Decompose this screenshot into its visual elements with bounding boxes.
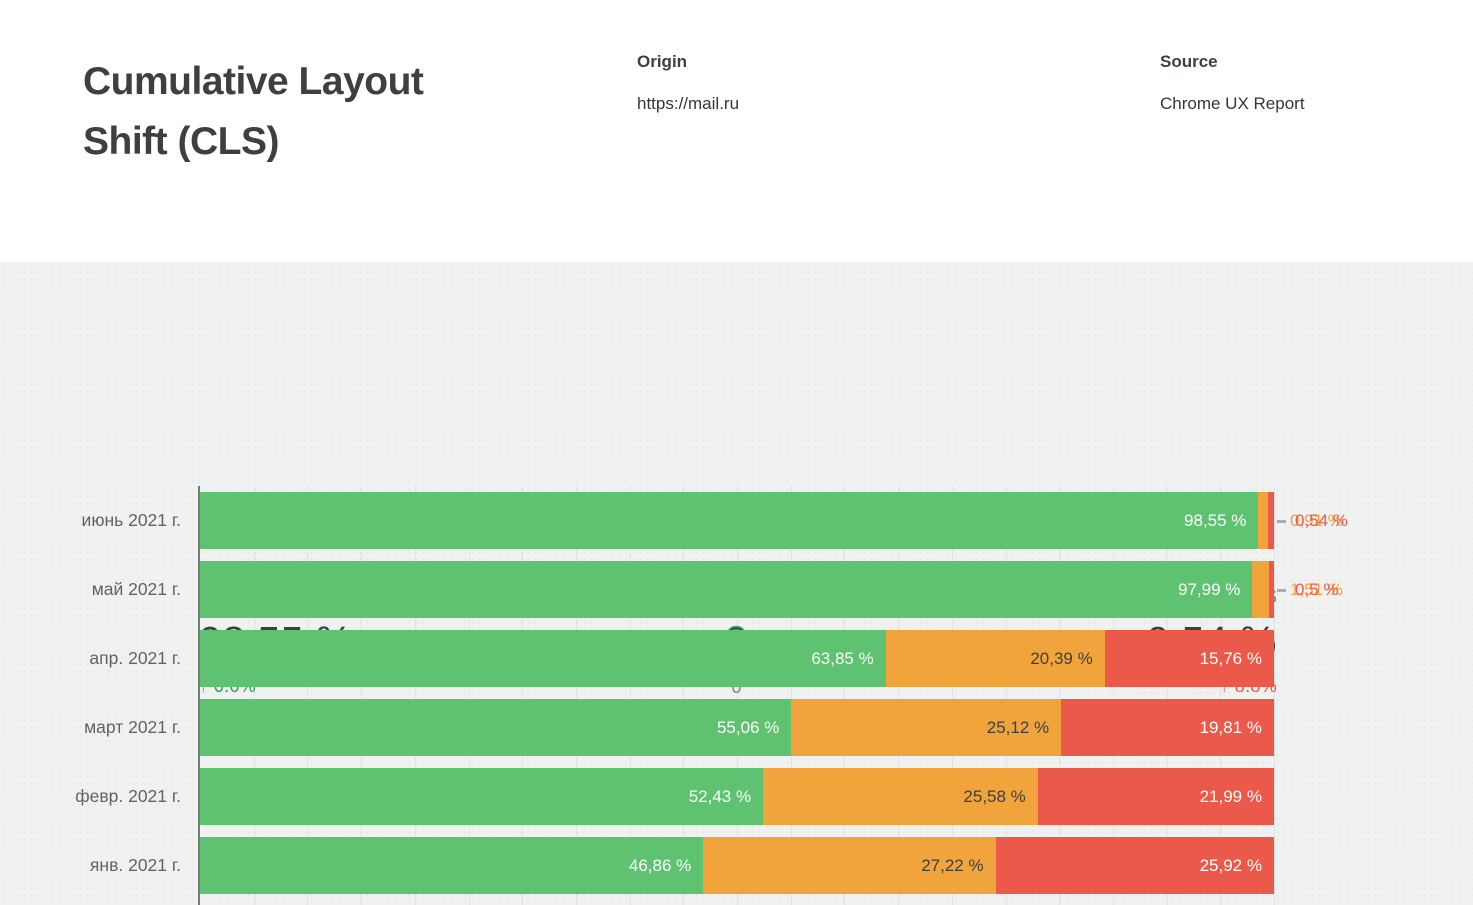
label-connector-dash [1277,589,1286,592]
bar-segment-poor[interactable]: 25,92 % [995,837,1274,894]
cls-bar-chart: июнь 2021 г. 98,55 % 0,91 % 0,54 % май 2021 … [0,486,1473,905]
bar-value-label: 20,39 % [1030,649,1093,668]
gridline [1005,486,1007,905]
label-connector-dash [1277,520,1286,523]
gridline [1059,486,1061,905]
bar-segment-good[interactable]: 52,43 % [200,768,764,825]
p75-cls-secondary-value: 0 [731,677,742,697]
bar-segment-needs-improvement[interactable]: 25,58 % [763,768,1038,825]
page-title-line2: Shift (CLS) [83,120,279,163]
bar-segment-poor[interactable]: 21,99 % [1037,768,1274,825]
bar-value-label: 98,55 % [1184,511,1247,530]
bar-segment-needs-improvement[interactable]: 25,12 % [791,699,1062,756]
gridline [1166,486,1168,905]
bar-value-label: 19,81 % [1199,718,1262,737]
bar-segment-needs-improvement[interactable]: 20,39 % [885,630,1105,687]
stacked-bar-row: 55,06 % 25,12 % 19,81 % [200,699,1274,756]
bar-value-label: 97,99 % [1178,580,1241,599]
bar-segment-needs-improvement[interactable]: 27,22 % [703,837,996,894]
gridline [575,486,577,905]
stacked-bar-row: 46,86 % 27,22 % 25,92 % [200,837,1274,894]
gridline [361,486,363,905]
bar-value-label: 21,99 % [1199,787,1262,806]
gridline [1274,486,1275,905]
stacked-bar-row: 63,85 % 20,39 % 15,76 % [200,630,1274,687]
bar-value-label: 25,12 % [986,718,1050,737]
report-header: Cumulative Layout Shift (CLS) Origin htt… [0,0,1473,262]
category-label: май 2021 г. [91,579,181,599]
gridline [898,486,900,905]
outside-value-label-needs-improvement: 0,91 % [1290,511,1343,530]
outside-value-label-poor: 0,54 % [1295,511,1348,530]
category-label: июнь 2021 г. [81,510,181,530]
bar-value-label: 46,86 % [628,856,692,875]
gridline [951,486,953,905]
category-label: янв. 2021 г. [89,855,181,875]
gridline [790,486,792,905]
page-title-line1: Cumulative Layout [83,60,424,103]
source-value: Chrome UX Report [1160,94,1305,113]
bar-segment-needs-improvement[interactable] [1258,492,1269,549]
bar-value-label: 25,92 % [1199,856,1262,875]
stacked-bar-row: 52,43 % 25,58 % 21,99 % [200,768,1274,825]
outside-value-label-needs-improvement: 1,51 % [1290,580,1343,599]
gridline [844,486,846,905]
bar-segment-poor[interactable] [1268,561,1274,618]
source-block: Source Chrome UX Report [1160,52,1305,114]
gridline [253,486,255,905]
bar-value-label: 25,58 % [963,787,1026,806]
y-axis-line [198,486,200,905]
stacked-bar-row: 98,55 % [200,492,1274,549]
gridline [522,486,524,905]
origin-value[interactable]: https://mail.ru [637,94,740,113]
bar-value-label: 15,76 % [1199,649,1262,668]
category-label: март 2021 г. [84,717,181,737]
bar-segment-poor[interactable] [1268,492,1274,549]
gridline [307,486,309,905]
stacked-bar-row: 97,99 % [200,561,1274,618]
outside-value-label-poor: 0,5 % [1295,580,1339,599]
bar-value-label: 55,06 % [716,718,780,737]
bar-segment-good[interactable]: 46,86 % [200,837,704,894]
page-title: Cumulative Layout Shift (CLS) [83,52,424,172]
category-label: февр. 2021 г. [75,786,181,806]
bar-segment-poor[interactable]: 19,81 % [1061,699,1274,756]
gridline [629,486,631,905]
gridline [468,486,470,905]
gridline [683,486,685,905]
bar-segment-poor[interactable]: 15,76 % [1104,630,1274,687]
bar-segment-good[interactable]: 97,99 % [200,561,1253,618]
bar-value-label: 63,85 % [811,649,874,668]
bar-segment-needs-improvement[interactable] [1252,561,1269,618]
bar-segment-good[interactable]: 98,55 % [200,492,1259,549]
bar-value-label: 52,43 % [688,787,752,806]
bar-value-label: 27,22 % [921,856,984,875]
gridline [1220,486,1222,905]
source-label: Source [1160,52,1218,71]
gridline [737,486,738,905]
bar-segment-good[interactable]: 63,85 % [200,630,886,687]
bar-segment-good[interactable]: 55,06 % [200,699,792,756]
origin-block: Origin https://mail.ru [637,52,739,114]
origin-label: Origin [637,52,688,71]
gridline [1112,486,1114,905]
category-label: апр. 2021 г. [89,648,181,668]
gridline [414,486,416,905]
